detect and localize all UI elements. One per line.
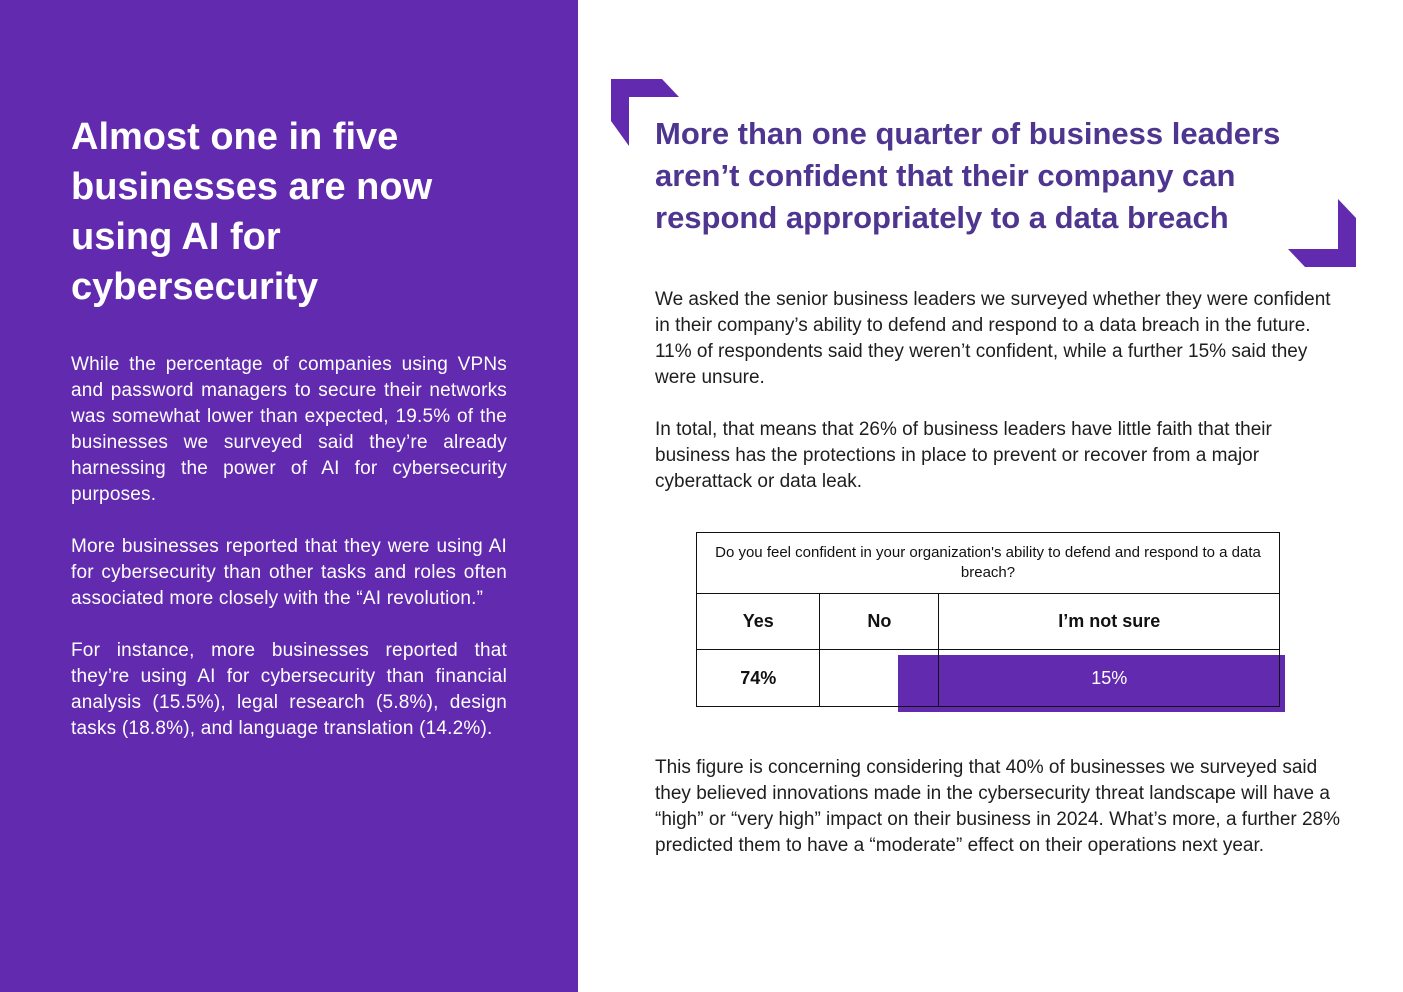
outro-paragraph: This figure is concerning considering th… — [655, 757, 1341, 856]
left-paragraph: While the percentage of companies using … — [71, 354, 507, 505]
decorative-brackets — [611, 79, 1356, 267]
survey-table: Do you feel confident in your organizati… — [695, 532, 1280, 707]
intro-text: We asked the senior business leaders we … — [655, 287, 1345, 521]
left-heading: Almost one in five businesses are now us… — [71, 116, 433, 308]
left-panel: Almost one in five businesses are now us… — [0, 0, 578, 992]
left-body: While the percentage of companies using … — [71, 352, 507, 768]
header-no: No — [819, 593, 940, 650]
value-yes: 74% — [695, 649, 821, 707]
intro-paragraph: We asked the senior business leaders we … — [655, 289, 1331, 388]
left-paragraph: More businesses reported that they were … — [71, 536, 507, 609]
value-no: 11% — [819, 649, 940, 707]
outro-text: This figure is concerning considering th… — [655, 755, 1345, 885]
right-heading: More than one quarter of business leader… — [655, 116, 1281, 235]
value-not-sure: 15% — [938, 649, 1280, 707]
bottom-right-bracket-icon — [1288, 199, 1356, 267]
table-question: Do you feel confident in your organizati… — [696, 532, 1280, 594]
intro-paragraph: In total, that means that 26% of busines… — [655, 419, 1272, 492]
top-left-bracket-icon — [611, 79, 679, 146]
header-not-sure: I’m not sure — [938, 593, 1280, 650]
header-yes: Yes — [695, 593, 821, 650]
left-paragraph: For instance, more businesses reported t… — [71, 640, 507, 739]
